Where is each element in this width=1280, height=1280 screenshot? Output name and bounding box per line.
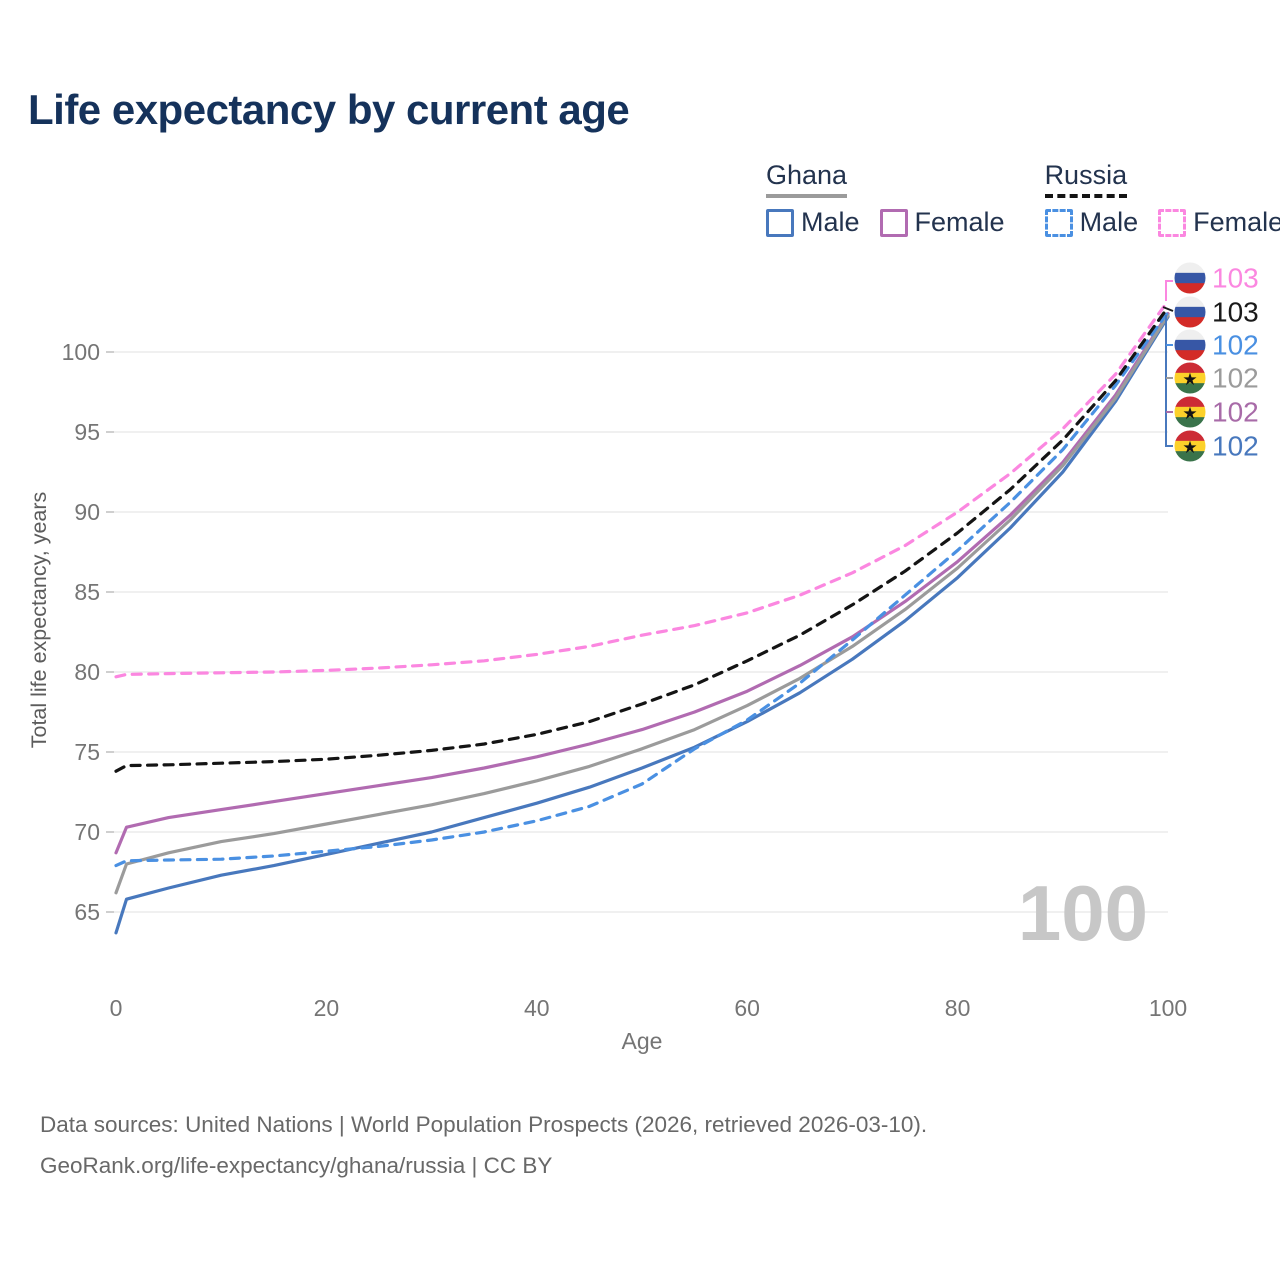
xtick-label-80: 80: [945, 995, 971, 1021]
russia-flag-icon: [1174, 296, 1206, 328]
y-axis-title: Total life expectancy, years: [27, 492, 51, 749]
legend-item-russia-male[interactable]: Male: [1044, 207, 1139, 238]
russia-flag-icon: [1174, 262, 1206, 294]
flag-stripe: [1174, 262, 1206, 274]
ytick-label-65: 65: [74, 899, 100, 925]
ytick-label-70: 70: [74, 819, 100, 845]
flag-stripe: [1174, 396, 1206, 408]
end-label-russia-female: 103: [1212, 263, 1259, 294]
flag-stripe: [1174, 317, 1206, 328]
legend-item-ghana-male[interactable]: Male: [766, 207, 860, 238]
ytick-label-90: 90: [74, 499, 100, 525]
line-ghana-both: [114, 313, 1170, 895]
xtick-label-0: 0: [110, 995, 123, 1021]
ytick-label-85: 85: [74, 579, 100, 605]
flag-stripe: [1174, 372, 1206, 384]
ghana-star-icon: ★: [1182, 438, 1197, 457]
legend-items-russia: Male Female: [1044, 207, 1280, 238]
leader-russia-female: [1165, 280, 1173, 301]
end-label-ghana-male: 102: [1212, 431, 1259, 462]
leader-ghana-male: [1165, 315, 1173, 447]
ytick-label-75: 75: [74, 739, 100, 765]
ghana-flag-icon: ★: [1174, 396, 1206, 428]
ghana-male-swatch-icon[interactable]: [766, 208, 794, 237]
age-watermark: 100: [1018, 869, 1148, 957]
legend-group-russia: Russia Male Female: [1044, 160, 1280, 238]
legend-header-ghana[interactable]: Ghana: [766, 160, 848, 198]
legend: Ghana Male Female Russia Male Female: [766, 160, 1280, 238]
end-label-leaders: [1162, 280, 1174, 447]
legend-item-russia-female[interactable]: Female: [1158, 207, 1280, 238]
flag-stripe: [1174, 306, 1206, 318]
flag-stripe: [1174, 417, 1206, 428]
ghana-flag-icon: ★: [1174, 430, 1206, 462]
flag-stripe: [1174, 451, 1206, 462]
xtick-label-20: 20: [314, 995, 340, 1021]
line-russia-male: [114, 310, 1170, 868]
xtick-label-100: 100: [1149, 995, 1187, 1021]
xtick-label-60: 60: [734, 995, 760, 1021]
footer-attribution: GeoRank.org/life-expectancy/ghana/russia…: [40, 1153, 553, 1178]
line-ghana-female: [114, 312, 1170, 855]
leader-russia: [1162, 306, 1174, 312]
x-axis-title: Age: [622, 1028, 663, 1054]
end-label-russia: 103: [1212, 297, 1259, 328]
legend-label-russia-female[interactable]: Female: [1193, 207, 1280, 237]
line-ghana-male: [114, 315, 1170, 935]
flag-stripe: [1174, 296, 1206, 308]
xtick-label-40: 40: [524, 995, 550, 1021]
ghana-star-icon: ★: [1182, 404, 1197, 423]
legend-label-russia-male[interactable]: Male: [1079, 207, 1139, 237]
legend-group-ghana: Ghana Male Female: [766, 160, 1005, 238]
flag-stripe: [1174, 383, 1206, 394]
ytick-label-80: 80: [74, 659, 100, 685]
end-label-ghana-female: 102: [1212, 397, 1259, 428]
age-watermark-value: 100: [1018, 869, 1148, 957]
ghana-female-swatch-icon[interactable]: [879, 208, 908, 237]
flag-stripe: [1174, 272, 1206, 284]
gridlines: [106, 351, 1168, 913]
russia-flag-icon: [1174, 329, 1206, 361]
flag-stripe: [1174, 440, 1206, 452]
flag-stripe: [1174, 339, 1206, 351]
flag-stripe: [1174, 430, 1206, 442]
russia-female-swatch-icon[interactable]: [1158, 208, 1187, 237]
end-label-russia-male: 102: [1212, 330, 1259, 361]
legend-label-ghana-female[interactable]: Female: [914, 207, 1005, 237]
flag-stripe: [1174, 406, 1206, 418]
legend-header-russia[interactable]: Russia: [1044, 160, 1128, 198]
series-lines: [114, 299, 1170, 935]
russia-male-swatch-icon[interactable]: [1044, 208, 1073, 237]
ghana-flag-icon: ★: [1174, 362, 1206, 394]
flag-stripe: [1174, 362, 1206, 374]
page-title: Life expectancy by current age: [28, 86, 630, 133]
ghana-star-icon: ★: [1182, 370, 1197, 389]
legend-item-ghana-female[interactable]: Female: [879, 207, 1005, 238]
ytick-label-95: 95: [74, 419, 100, 445]
flag-stripe: [1174, 329, 1206, 341]
chart-footer: Data sources: United Nations | World Pop…: [40, 1104, 927, 1186]
footer-data-sources: Data sources: United Nations | World Pop…: [40, 1112, 928, 1137]
line-russia-both: [114, 305, 1170, 773]
line-russia-female: [114, 299, 1170, 679]
legend-items-ghana: Male Female: [766, 207, 1005, 238]
axis-labels: 65 70 75 80 85 90 95 100 0 20 40 60 80 100 Age Total li…: [27, 339, 1187, 1054]
legend-label-ghana-male[interactable]: Male: [801, 207, 860, 237]
flag-stripe: [1174, 350, 1206, 361]
ytick-label-100: 100: [62, 339, 100, 365]
flag-stripe: [1174, 283, 1206, 294]
end-label-ghana: 102: [1212, 363, 1259, 394]
